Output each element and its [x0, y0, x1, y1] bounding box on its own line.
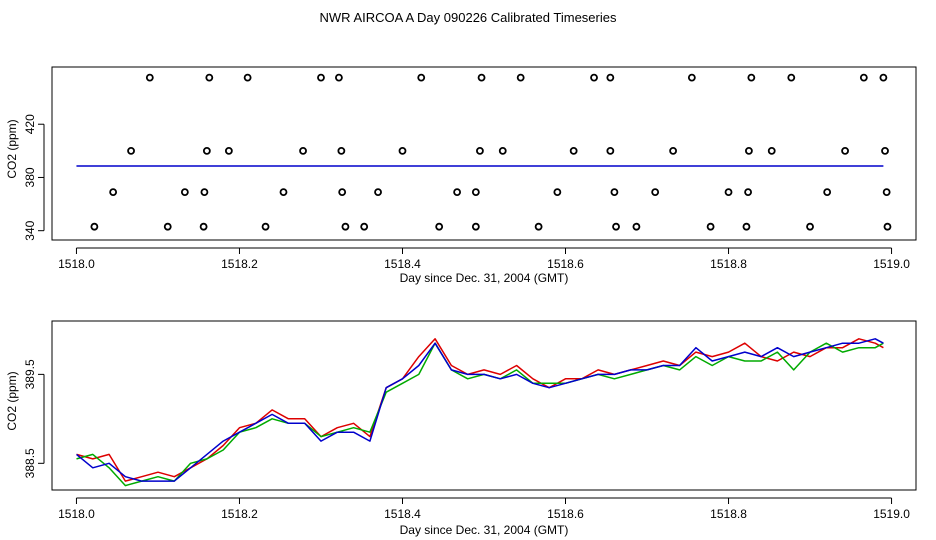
standard-point	[744, 188, 752, 196]
standard-point	[606, 146, 615, 155]
standard-point	[360, 222, 369, 231]
y-tick-label: 340	[23, 220, 37, 240]
standard-point	[881, 146, 889, 155]
x-tick-label: 1519.0	[873, 507, 910, 521]
standard-point	[882, 188, 891, 196]
x-tick-label: 1518.4	[384, 507, 421, 521]
standard-point	[687, 73, 696, 82]
standard-point	[569, 146, 578, 155]
standard-point	[224, 146, 233, 155]
y-tick-label: 388.5	[23, 448, 37, 478]
standard-point	[742, 222, 751, 231]
standard-point	[841, 146, 849, 155]
standard-point	[145, 73, 154, 82]
co2-timeseries-panel: 1518.0 1518.2 1518.4 1518.6 1518.8 1519.0 388.…	[23, 320, 917, 521]
x-tick-label: 1518.8	[710, 507, 747, 521]
standard-point	[180, 188, 189, 196]
standard-point	[476, 146, 484, 155]
standard-point	[398, 146, 407, 155]
standard-point	[859, 73, 868, 82]
standard-point	[337, 146, 346, 155]
standard-point	[299, 146, 307, 155]
standard-point	[534, 222, 543, 231]
standard-point	[669, 146, 678, 155]
standard-point	[747, 73, 756, 82]
x-tick-label: 1519.0	[873, 257, 910, 271]
standard-point	[477, 73, 486, 82]
standard-point	[651, 188, 660, 196]
standard-point	[767, 146, 776, 155]
x-tick-label: 1518.0	[58, 257, 95, 271]
standard-point	[553, 188, 562, 196]
x-tick-label: 1518.0	[58, 507, 95, 521]
panel-1-xlabel: Day since Dec. 31, 2004 (GMT)	[400, 523, 569, 537]
standard-point	[341, 222, 350, 231]
standard-point	[823, 188, 832, 196]
standard-point	[163, 222, 172, 231]
standard-point	[806, 222, 814, 231]
standard-point	[243, 73, 252, 82]
standard-point	[787, 73, 796, 82]
standard-point	[632, 222, 641, 231]
y-tick-label: 389.5	[23, 359, 37, 389]
x-tick-label: 1518.8	[710, 257, 747, 271]
standard-point	[199, 222, 208, 231]
x-tick-label: 1518.4	[384, 257, 421, 271]
standard-point	[338, 188, 347, 196]
plot-frame	[51, 66, 917, 241]
x-tick-label: 1518.2	[221, 507, 258, 521]
standard-point	[109, 188, 118, 196]
standard-point	[590, 73, 598, 82]
standard-point	[261, 222, 270, 231]
figure-title: NWR AIRCOA A Day 090226 Calibrated Times…	[320, 10, 617, 25]
x-tick-label: 1518.2	[221, 257, 258, 271]
x-tick-label: 1518.6	[547, 257, 584, 271]
standard-point	[883, 222, 892, 231]
standard-point	[612, 222, 620, 231]
standard-point	[471, 222, 480, 231]
co2-series-line-1	[76, 338, 884, 482]
standard-point	[724, 188, 733, 196]
standard-point	[417, 73, 426, 82]
panel-0-xlabel: Day since Dec. 31, 2004 (GMT)	[400, 271, 569, 285]
standard-point	[471, 188, 480, 196]
y-tick-label: 420	[23, 114, 37, 134]
standard-point	[127, 146, 135, 155]
co2-series-line-3	[76, 338, 884, 482]
standard-point	[202, 146, 211, 155]
standard-point	[453, 188, 462, 196]
standard-point	[498, 146, 507, 155]
standard-point	[606, 73, 615, 82]
panel-0-ylabel: CO2 (ppm)	[5, 119, 19, 178]
standard-point	[335, 73, 343, 82]
standard-point	[205, 73, 214, 82]
standard-point	[90, 222, 99, 231]
standard-point	[706, 222, 715, 231]
standard-point	[317, 73, 325, 82]
standard-point	[516, 73, 525, 82]
standard-point	[610, 188, 619, 196]
calibration-scatter-panel: 1518.0 1518.2 1518.4 1518.6 1518.8 1519.0 340 3…	[23, 66, 917, 271]
panel-1-ylabel: CO2 (ppm)	[5, 371, 19, 430]
standard-point	[435, 222, 444, 231]
standard-point	[879, 73, 888, 82]
plot-frame	[51, 320, 917, 491]
standard-point	[200, 188, 209, 196]
x-tick-label: 1518.6	[547, 507, 584, 521]
standard-point	[374, 188, 382, 196]
y-tick-label: 380	[23, 167, 37, 187]
standard-point	[279, 188, 288, 196]
standard-point	[745, 146, 753, 155]
